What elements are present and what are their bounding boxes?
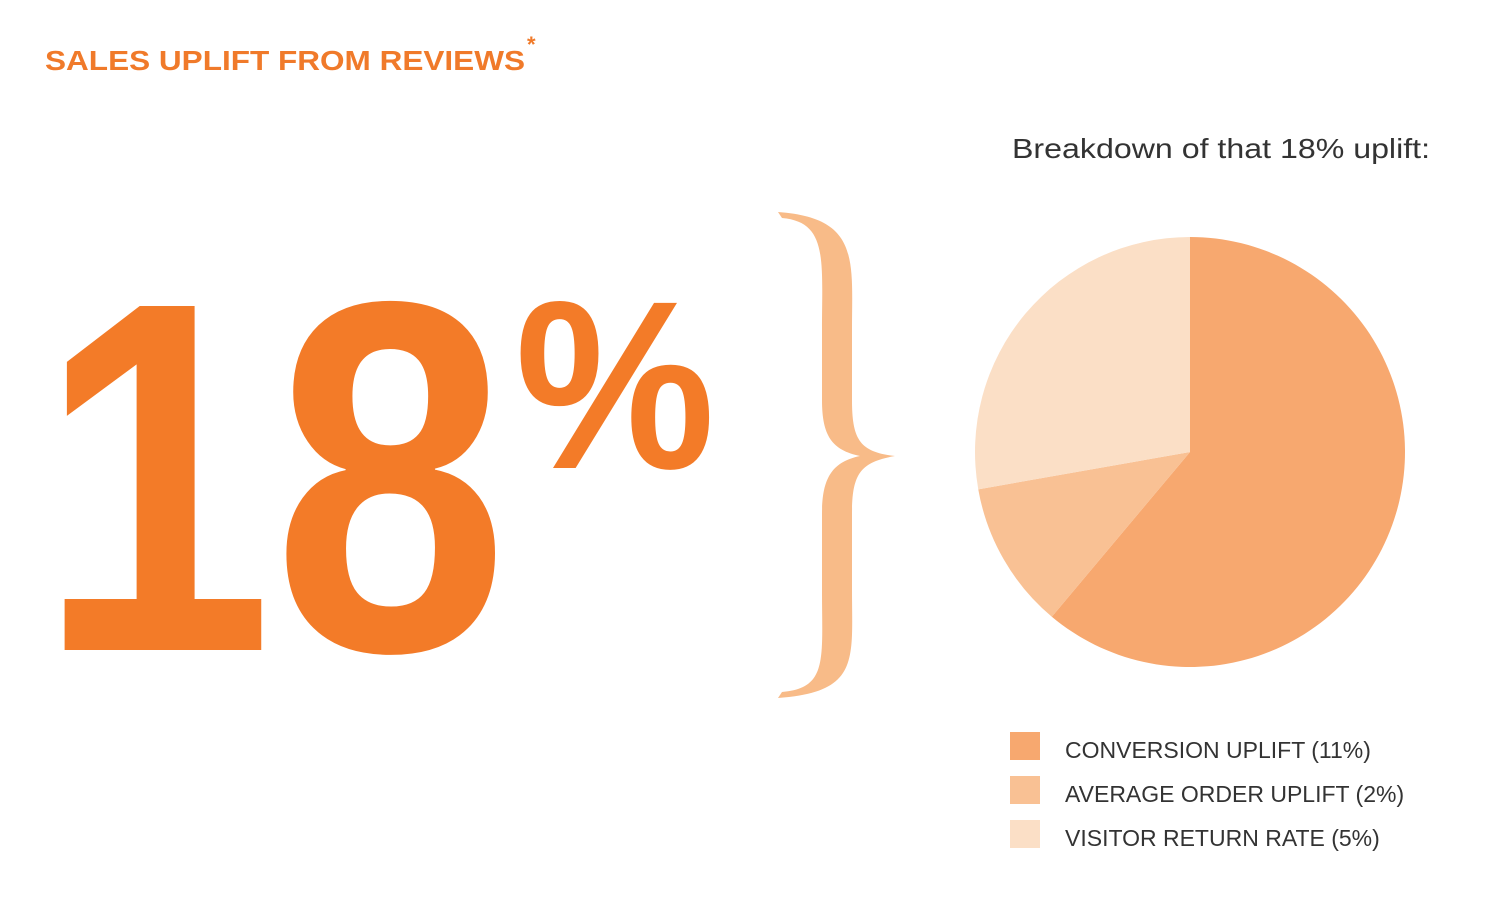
- legend-swatch: [1010, 820, 1040, 848]
- legend-swatch: [1010, 776, 1040, 804]
- legend-label: AVERAGE ORDER UPLIFT (2%): [1065, 781, 1404, 807]
- headline: 18: [38, 197, 508, 756]
- pie-slice: [978, 452, 1190, 617]
- pie-slice: [1051, 237, 1405, 667]
- chart-subtitle: Breakdown of that 18% uplift:: [1012, 133, 1430, 164]
- legend: CONVERSION UPLIFT (11%) AVERAGE ORDER UPL…: [1010, 732, 1404, 851]
- legend-label: CONVERSION UPLIFT (11%): [1065, 737, 1371, 763]
- pie-slice: [975, 236, 1190, 490]
- legend-swatch: [1010, 732, 1040, 760]
- title-mark: *: [527, 32, 536, 57]
- brace: [778, 212, 895, 698]
- pie: [975, 236, 1405, 667]
- headline-unit: %: [515, 251, 715, 519]
- legend-label: VISITOR RETURN RATE (5%): [1065, 825, 1380, 851]
- chart-title: SALES UPLIFT FROM REVIEWS: [45, 45, 525, 76]
